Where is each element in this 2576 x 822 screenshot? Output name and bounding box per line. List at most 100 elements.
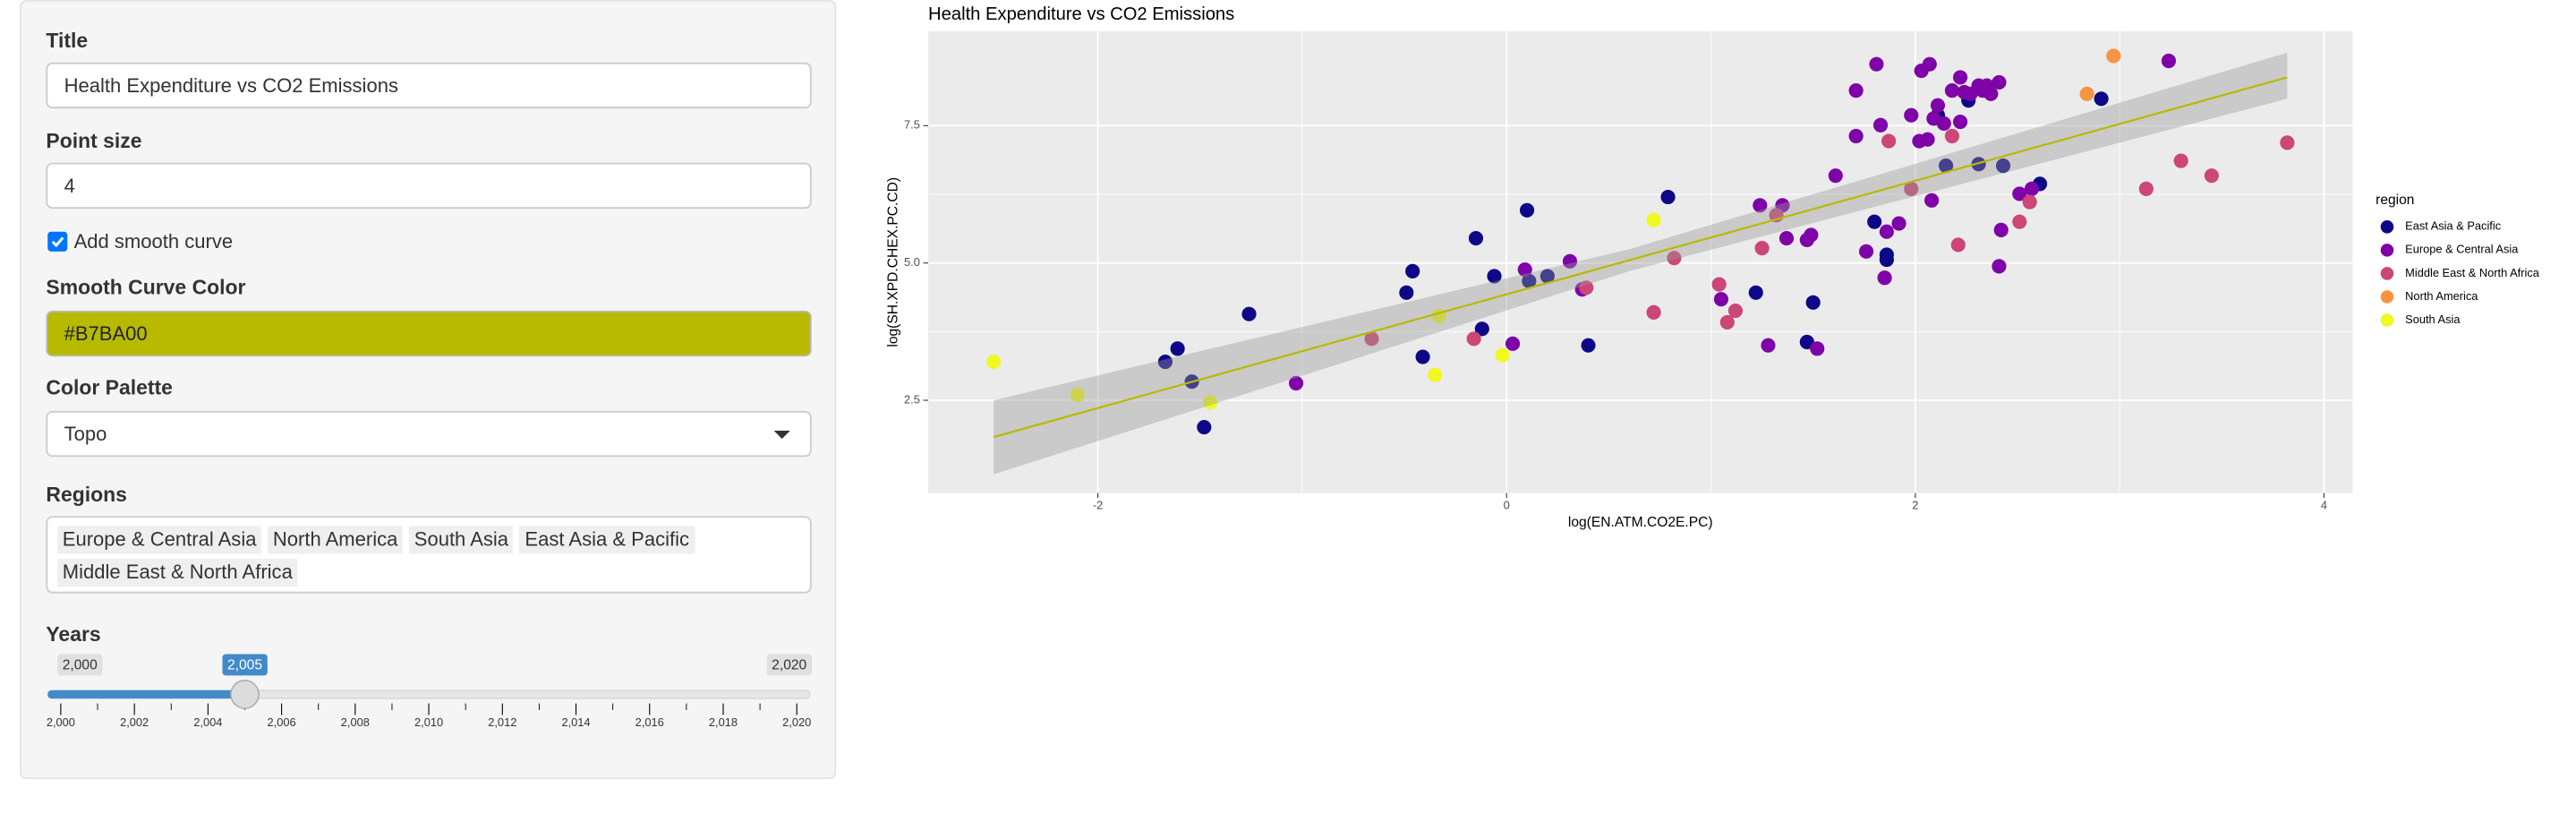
slider-tick-label: 2,018 xyxy=(709,715,738,729)
data-point xyxy=(1667,251,1682,266)
data-point xyxy=(1804,227,1819,243)
data-point xyxy=(1848,128,1864,144)
data-point xyxy=(1944,83,1960,98)
smooth-color-input[interactable]: #B7BA00 xyxy=(46,310,812,357)
slider-tick-label: 2,016 xyxy=(635,715,664,729)
title-input[interactable]: Health Expenditure vs CO2 Emissions xyxy=(46,62,812,109)
x-tick-label: 2 xyxy=(1912,499,1918,512)
y-tick-label: 5.0 xyxy=(904,255,920,269)
data-point xyxy=(1924,193,1940,208)
data-point xyxy=(1579,280,1594,295)
data-point xyxy=(1581,338,1596,353)
data-point xyxy=(1879,252,1894,268)
slider-tick-label: 2,008 xyxy=(341,715,370,729)
y-tick-label: 2.5 xyxy=(904,392,920,406)
region-chip[interactable]: Europe & Central Asia xyxy=(57,526,261,554)
region-chip[interactable]: Middle East & North Africa xyxy=(57,559,298,587)
legend-label: Europe & Central Asia xyxy=(2405,243,2519,256)
smooth-checkbox[interactable] xyxy=(47,231,68,252)
years-slider[interactable]: 2,000 2,020 2,000 2,002 2,004 2,006 2,008 2,010… xyxy=(33,649,822,740)
data-point xyxy=(1197,419,1212,435)
confidence-band xyxy=(994,52,2288,475)
palette-label: Color Palette xyxy=(46,376,173,400)
data-point xyxy=(1904,107,1919,123)
data-point xyxy=(1922,56,1937,72)
data-point xyxy=(1869,56,1884,72)
data-point xyxy=(1930,98,1946,113)
data-point xyxy=(2094,91,2109,107)
data-point xyxy=(1753,198,1768,213)
data-point xyxy=(1891,216,1906,231)
legend-label: Middle East & North Africa xyxy=(2405,266,2540,279)
regions-select[interactable]: Europe & Central Asia North America South … xyxy=(46,516,812,594)
data-point xyxy=(1992,259,2007,274)
data-point xyxy=(1203,395,1218,410)
data-point xyxy=(2204,168,2219,184)
data-point xyxy=(1877,270,1892,286)
region-chip[interactable]: North America xyxy=(268,526,403,554)
slider-label-bg xyxy=(222,654,268,676)
legend-label: North America xyxy=(2405,289,2478,303)
data-point xyxy=(1474,321,1489,337)
data-point xyxy=(1428,367,1443,382)
data-point xyxy=(1495,347,1510,363)
data-point xyxy=(2024,181,2040,196)
palette-select[interactable]: Topo xyxy=(46,410,812,458)
region-chip[interactable]: East Asia & Pacific xyxy=(519,526,695,554)
data-point xyxy=(1660,190,1676,205)
data-point xyxy=(2079,86,2094,101)
data-point xyxy=(1904,181,1919,196)
data-point xyxy=(1719,314,1735,330)
slider-label-bg xyxy=(766,654,813,676)
data-point xyxy=(1858,244,1874,259)
data-point xyxy=(2012,186,2027,201)
smooth-checkbox-label[interactable]: Add smooth curve xyxy=(73,229,234,253)
y-tick-label: 7.5 xyxy=(904,118,920,132)
years-label: Years xyxy=(46,622,101,646)
regions-label: Regions xyxy=(46,483,127,507)
data-point xyxy=(1950,237,1966,253)
data-point xyxy=(1540,269,1555,284)
data-point xyxy=(1517,261,1532,278)
data-point xyxy=(1364,331,1379,347)
slider-tick-label: 2,006 xyxy=(268,715,296,729)
data-point xyxy=(1468,231,1484,246)
slider-tick-label: 2,000 xyxy=(47,715,75,729)
data-point xyxy=(1939,158,1954,174)
data-point xyxy=(1952,114,1968,130)
x-tick-label: 4 xyxy=(2321,499,2327,512)
x-tick-label: -2 xyxy=(1093,499,1103,512)
slider-label: 2,005 xyxy=(227,658,262,673)
data-point xyxy=(1399,285,1414,300)
data-point xyxy=(1288,375,1304,391)
data-point xyxy=(1646,212,1661,227)
data-point xyxy=(2138,181,2154,196)
smooth-line xyxy=(993,76,2288,439)
data-point xyxy=(1761,338,1776,353)
data-point xyxy=(1992,74,2007,90)
data-point xyxy=(1920,132,1935,147)
chart: Health Expenditure vs CO2 Emissions -2 0 2 4… xyxy=(886,4,2540,530)
data-point xyxy=(1778,231,1795,246)
legend-marker xyxy=(2380,290,2394,304)
slider-tick-label: 2,020 xyxy=(782,715,811,729)
slider-tick-label: 2,012 xyxy=(488,715,516,729)
chart-title: Health Expenditure vs CO2 Emissions xyxy=(928,4,1234,24)
data-point xyxy=(1799,334,1814,350)
slider-tick-label: 2,002 xyxy=(120,715,149,729)
data-point xyxy=(1952,70,1968,85)
slider-tick-label: 2,014 xyxy=(561,715,590,729)
data-point xyxy=(1872,117,1889,133)
point-size-input[interactable]: 4 xyxy=(46,162,812,210)
data-point xyxy=(1748,285,1763,300)
data-point xyxy=(2012,214,2027,229)
plot-panel xyxy=(928,30,2353,493)
palette-value: Topo xyxy=(64,422,107,446)
region-chip[interactable]: South Asia xyxy=(409,526,514,554)
dropdown-arrow xyxy=(773,430,790,440)
data-point xyxy=(1070,387,1085,402)
data-point xyxy=(1415,349,1430,364)
data-point xyxy=(2106,48,2121,64)
legend-label: East Asia & Pacific xyxy=(2405,219,2502,233)
